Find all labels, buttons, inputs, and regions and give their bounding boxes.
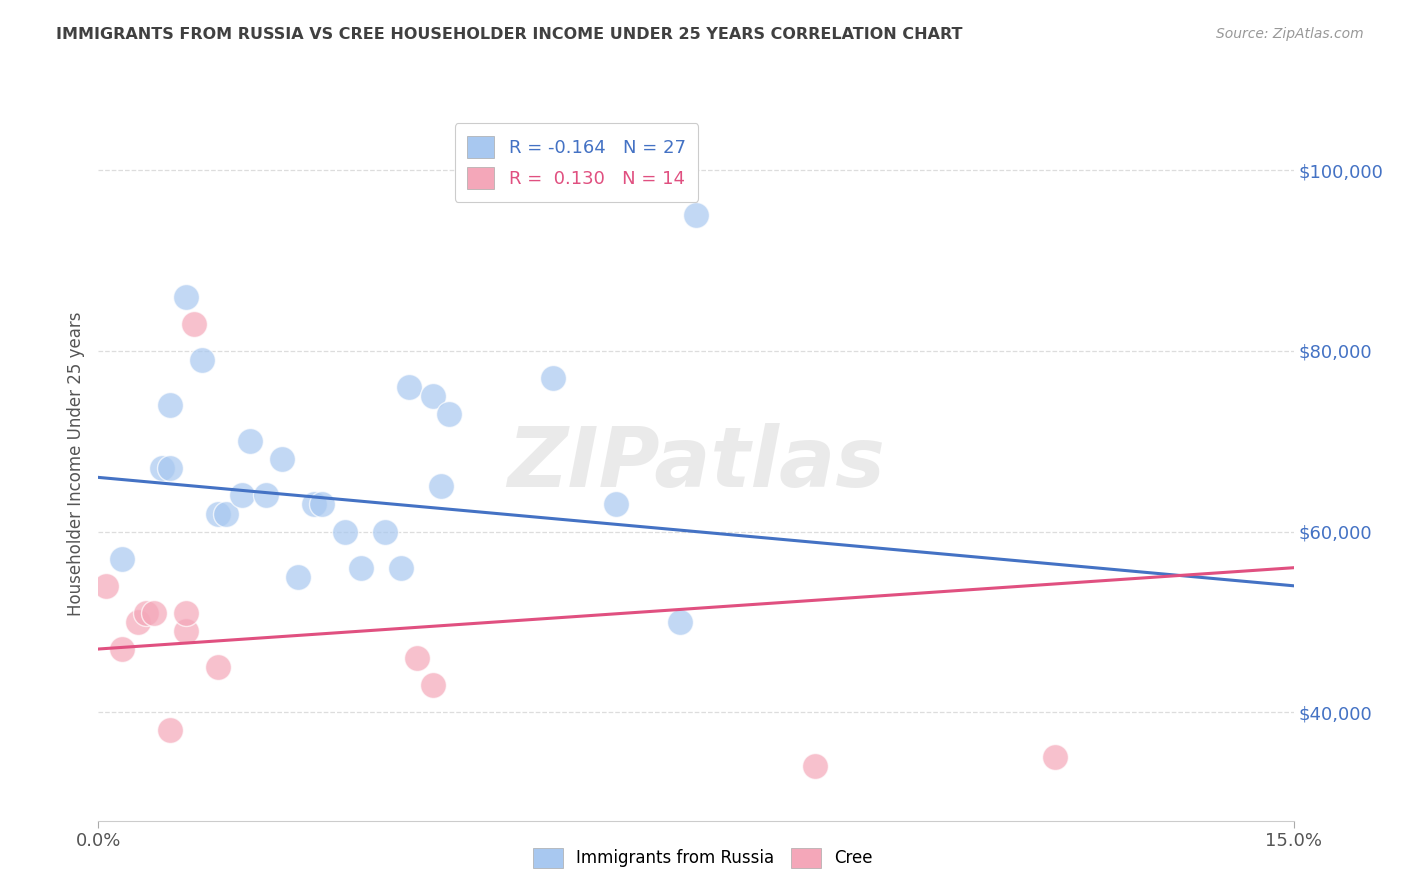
Point	[174, 624, 197, 638]
Text: ZIPatlas: ZIPatlas	[508, 424, 884, 504]
Point	[254, 488, 277, 502]
Point	[191, 353, 214, 368]
Point	[183, 317, 205, 331]
Point	[174, 290, 197, 304]
Point	[398, 380, 420, 394]
Point	[127, 615, 149, 629]
Point	[159, 461, 181, 475]
Point	[159, 723, 181, 738]
Point	[605, 498, 627, 512]
Point	[685, 209, 707, 223]
Point	[270, 452, 292, 467]
Point	[374, 524, 396, 539]
Point	[389, 560, 412, 574]
Point	[422, 389, 444, 403]
Y-axis label: Householder Income Under 25 years: Householder Income Under 25 years	[66, 311, 84, 616]
Point	[111, 642, 134, 657]
Point	[159, 398, 181, 412]
Point	[541, 371, 564, 385]
Point	[406, 651, 429, 665]
Point	[302, 498, 325, 512]
Point	[311, 498, 333, 512]
Point	[1043, 750, 1066, 764]
Point	[430, 479, 453, 493]
Point	[669, 615, 692, 629]
Point	[239, 434, 262, 449]
Point	[215, 507, 238, 521]
Legend: Immigrants from Russia, Cree: Immigrants from Russia, Cree	[526, 841, 880, 875]
Point	[422, 678, 444, 692]
Point	[207, 507, 229, 521]
Point	[150, 461, 173, 475]
Point	[350, 560, 373, 574]
Point	[804, 759, 827, 773]
Legend: R = -0.164   N = 27, R =  0.130   N = 14: R = -0.164 N = 27, R = 0.130 N = 14	[454, 123, 699, 202]
Point	[174, 606, 197, 620]
Point	[143, 606, 166, 620]
Point	[287, 570, 309, 584]
Point	[207, 660, 229, 674]
Point	[135, 606, 157, 620]
Point	[111, 551, 134, 566]
Point	[96, 579, 118, 593]
Point	[231, 488, 253, 502]
Text: IMMIGRANTS FROM RUSSIA VS CREE HOUSEHOLDER INCOME UNDER 25 YEARS CORRELATION CHA: IMMIGRANTS FROM RUSSIA VS CREE HOUSEHOLD…	[56, 27, 963, 42]
Point	[335, 524, 357, 539]
Point	[437, 407, 460, 421]
Text: Source: ZipAtlas.com: Source: ZipAtlas.com	[1216, 27, 1364, 41]
